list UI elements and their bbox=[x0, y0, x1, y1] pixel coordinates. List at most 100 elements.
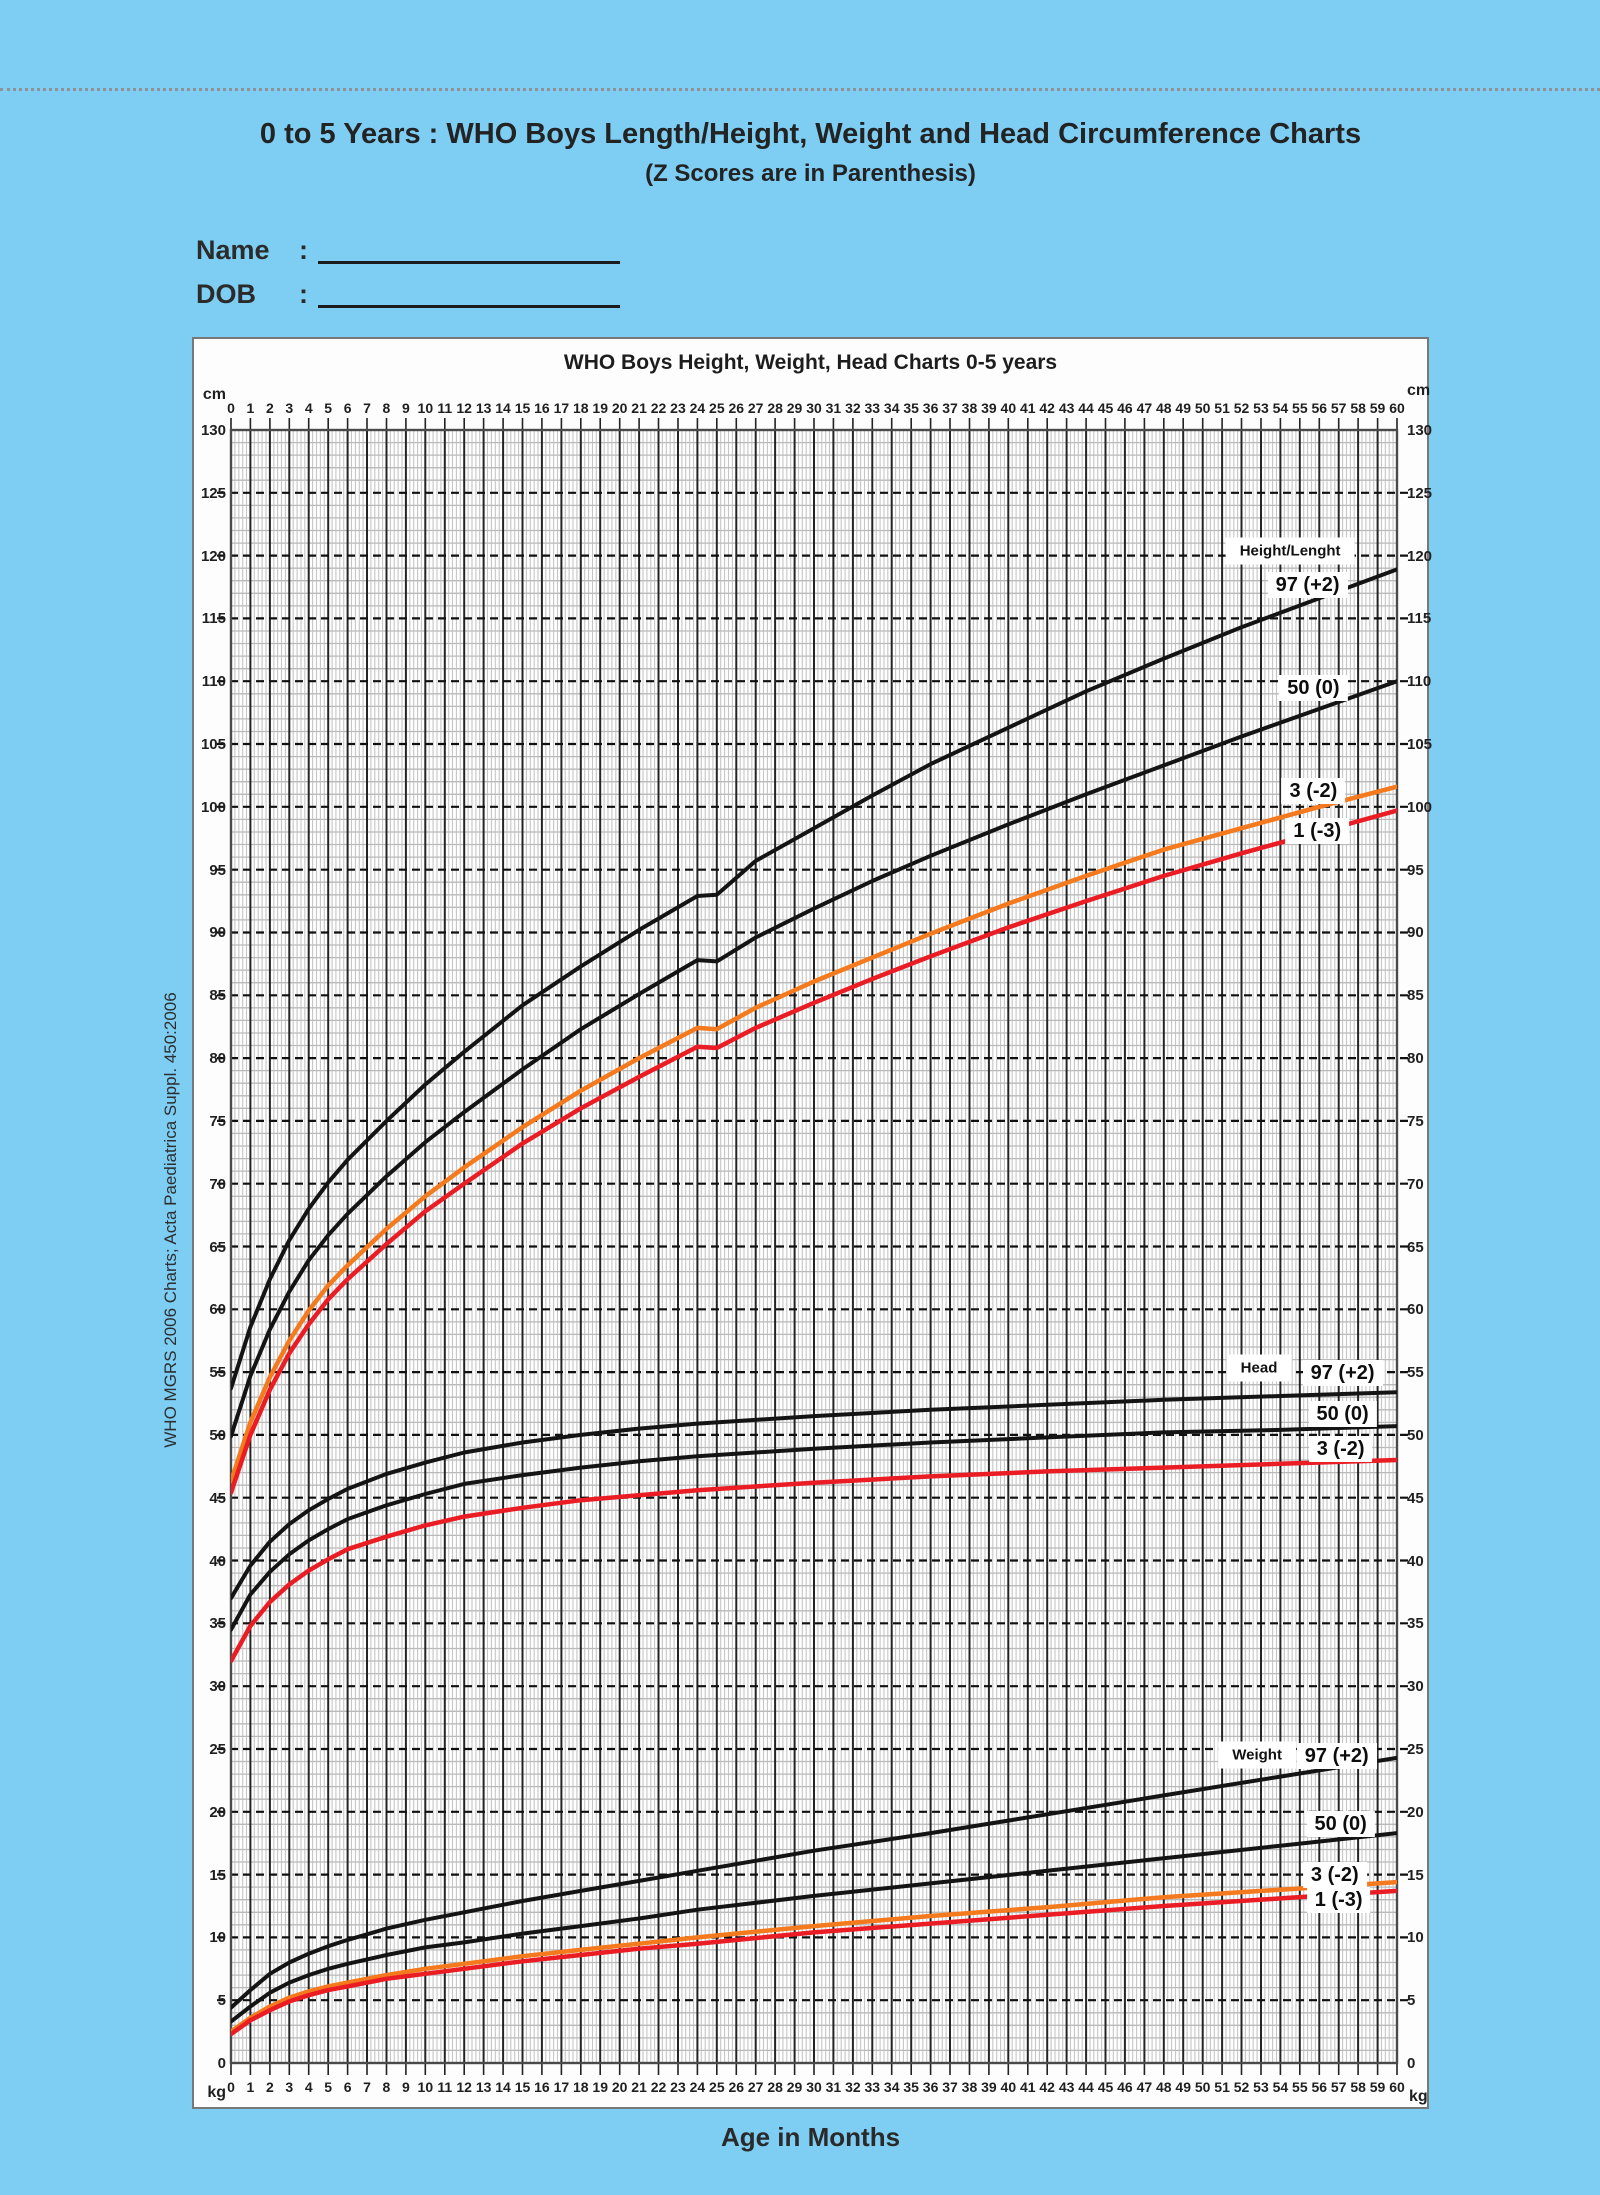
bottom-axis-tick-label: 36 bbox=[922, 2079, 939, 2095]
bottom-axis-tick-label: 15 bbox=[514, 2079, 531, 2095]
top-axis-tick-label: 59 bbox=[1369, 400, 1386, 416]
bottom-axis-tick-label: 14 bbox=[495, 2079, 511, 2095]
dob-input-line[interactable] bbox=[318, 275, 620, 308]
side-source-caption: WHO MGRS 2006 Charts; Acta Paediatrica S… bbox=[161, 992, 180, 1448]
top-axis-tick-label: 49 bbox=[1175, 400, 1191, 416]
top-axis-tick-label: 17 bbox=[553, 400, 570, 416]
curve-label-head-97+2: 97 (+2) bbox=[1302, 1360, 1383, 1387]
bottom-axis-tick-label: 6 bbox=[343, 2079, 352, 2095]
right-axis-tick-label: 10 bbox=[1407, 1929, 1424, 1947]
right-axis-tick-label: 90 bbox=[1407, 924, 1424, 942]
top-axis-tick-label: 15 bbox=[514, 400, 531, 416]
bottom-axis-tick-label: 60 bbox=[1389, 2079, 1405, 2095]
right-axis-tick-label: 0 bbox=[1407, 2055, 1416, 2072]
x-axis-title: Age in Months bbox=[720, 2122, 901, 2152]
top-axis-tick-label: 2 bbox=[265, 400, 274, 416]
top-axis-tick-label: 26 bbox=[728, 400, 745, 416]
left-axis-tick-label: 95 bbox=[209, 861, 226, 879]
name-input-line[interactable] bbox=[318, 231, 620, 264]
left-axis-tick-label: 60 bbox=[209, 1301, 226, 1319]
top-axis-tick-label: 22 bbox=[650, 400, 667, 416]
bottom-axis-tick-label: 47 bbox=[1136, 2079, 1153, 2095]
right-axis-tick-label: 85 bbox=[1407, 987, 1424, 1005]
dob-colon: : bbox=[299, 279, 308, 309]
dob-field-row: DOB: bbox=[196, 272, 620, 308]
right-axis-tick-label: 35 bbox=[1407, 1615, 1424, 1633]
bottom-axis-tick-label: 49 bbox=[1175, 2079, 1191, 2095]
bottom-axis-tick-label: 7 bbox=[363, 2079, 371, 2095]
top-axis-tick-label: 8 bbox=[382, 400, 391, 416]
right-axis-tick-label: 115 bbox=[1407, 610, 1432, 628]
right-axis-tick-label: 70 bbox=[1407, 1175, 1424, 1193]
curve-label-head-3-2: 3 (-2) bbox=[1308, 1435, 1373, 1462]
right-axis-tick-label: 120 bbox=[1407, 547, 1433, 565]
right-axis-tick-label: 25 bbox=[1407, 1740, 1424, 1758]
top-axis-tick-label: 6 bbox=[343, 400, 352, 416]
top-axis-tick-label: 23 bbox=[670, 400, 686, 416]
top-axis-tick-label: 12 bbox=[456, 400, 472, 416]
bottom-axis-tick-label: 40 bbox=[1000, 2079, 1017, 2095]
bottom-axis-tick-label: 12 bbox=[456, 2079, 472, 2095]
section-label-head: Head bbox=[1226, 1354, 1292, 1382]
top-axis-tick-label: 29 bbox=[786, 400, 803, 416]
left-axis-tick-label: 50 bbox=[209, 1426, 226, 1444]
top-axis-tick-label: 14 bbox=[495, 400, 511, 416]
name-field-row: Name: bbox=[196, 228, 620, 264]
bottom-axis-tick-label: 8 bbox=[382, 2079, 391, 2095]
curve-label-height-lenght-3-2: 3 (-2) bbox=[1281, 777, 1346, 804]
top-axis-tick-label: 18 bbox=[573, 400, 589, 416]
right-axis-tick-label: 20 bbox=[1407, 1803, 1424, 1821]
left-axis-tick-label: 105 bbox=[200, 736, 226, 754]
top-axis-tick-label: 42 bbox=[1039, 400, 1055, 416]
bottom-axis-tick-label: 59 bbox=[1369, 2079, 1386, 2095]
right-axis-tick-label: 105 bbox=[1407, 736, 1433, 754]
right-axis-tick-label: 110 bbox=[1407, 673, 1432, 691]
name-word: Name bbox=[196, 235, 270, 265]
top-axis-tick-label: 56 bbox=[1311, 400, 1328, 416]
section-label-weight: Weight bbox=[1218, 1741, 1296, 1769]
left-axis-tick-label: 130 bbox=[200, 422, 226, 439]
top-axis-tick-label: 48 bbox=[1156, 400, 1172, 416]
top-axis-tick-label: 24 bbox=[689, 400, 706, 416]
top-axis-tick-label: 31 bbox=[825, 400, 842, 416]
right-axis-tick-label: 50 bbox=[1407, 1426, 1424, 1444]
curve-label-height-lenght-500: 50 (0) bbox=[1279, 674, 1348, 701]
bottom-axis-tick-label: 2 bbox=[265, 2079, 274, 2095]
bottom-axis-tick-label: 31 bbox=[825, 2079, 842, 2095]
name-label: Name: bbox=[196, 237, 308, 264]
bottom-axis-tick-label: 46 bbox=[1117, 2079, 1133, 2095]
growth-chart-plot bbox=[217, 418, 1411, 2075]
left-axis-tick-label: 100 bbox=[200, 798, 226, 816]
top-axis-tick-label: 28 bbox=[767, 400, 783, 416]
top-axis-tick-label: 0 bbox=[227, 400, 235, 416]
top-axis-tick-label: 60 bbox=[1389, 400, 1405, 416]
top-axis-tick-label: 53 bbox=[1253, 400, 1269, 416]
right-axis-tick-label: 5 bbox=[1407, 1992, 1416, 2010]
y-unit-cm-top-right: cm bbox=[1407, 382, 1431, 399]
top-axis-tick-label: 38 bbox=[961, 400, 978, 416]
bottom-axis-tick-label: 54 bbox=[1272, 2079, 1289, 2095]
bottom-axis-tick-label: 1 bbox=[246, 2079, 255, 2095]
top-axis-tick-label: 58 bbox=[1350, 400, 1366, 416]
top-axis-tick-label: 3 bbox=[285, 400, 294, 416]
bottom-axis-tick-label: 0 bbox=[227, 2079, 235, 2095]
left-axis-tick-label: 85 bbox=[209, 987, 226, 1005]
top-axis-tick-label: 7 bbox=[363, 400, 371, 416]
bottom-axis-tick-label: 21 bbox=[631, 2079, 647, 2095]
bottom-axis-tick-label: 32 bbox=[845, 2079, 861, 2095]
right-axis-tick-label: 55 bbox=[1407, 1364, 1424, 1382]
left-axis-tick-label: 30 bbox=[209, 1678, 226, 1696]
top-axis-tick-label: 5 bbox=[324, 400, 333, 416]
right-axis-tick-label: 60 bbox=[1407, 1301, 1424, 1319]
top-axis-tick-label: 44 bbox=[1078, 400, 1094, 416]
bottom-axis-tick-label: 5 bbox=[324, 2079, 333, 2095]
left-axis-tick-label: 125 bbox=[200, 484, 226, 502]
top-axis-tick-label: 10 bbox=[417, 400, 434, 416]
top-axis-tick-label: 45 bbox=[1097, 400, 1114, 416]
bottom-axis-tick-label: 41 bbox=[1019, 2079, 1036, 2095]
dob-word: DOB bbox=[196, 279, 256, 309]
bottom-axis-tick-label: 25 bbox=[709, 2079, 725, 2095]
left-axis-tick-label: 40 bbox=[209, 1552, 226, 1570]
bottom-axis-tick-label: 24 bbox=[689, 2079, 706, 2095]
left-axis-tick-label: 70 bbox=[209, 1175, 226, 1193]
